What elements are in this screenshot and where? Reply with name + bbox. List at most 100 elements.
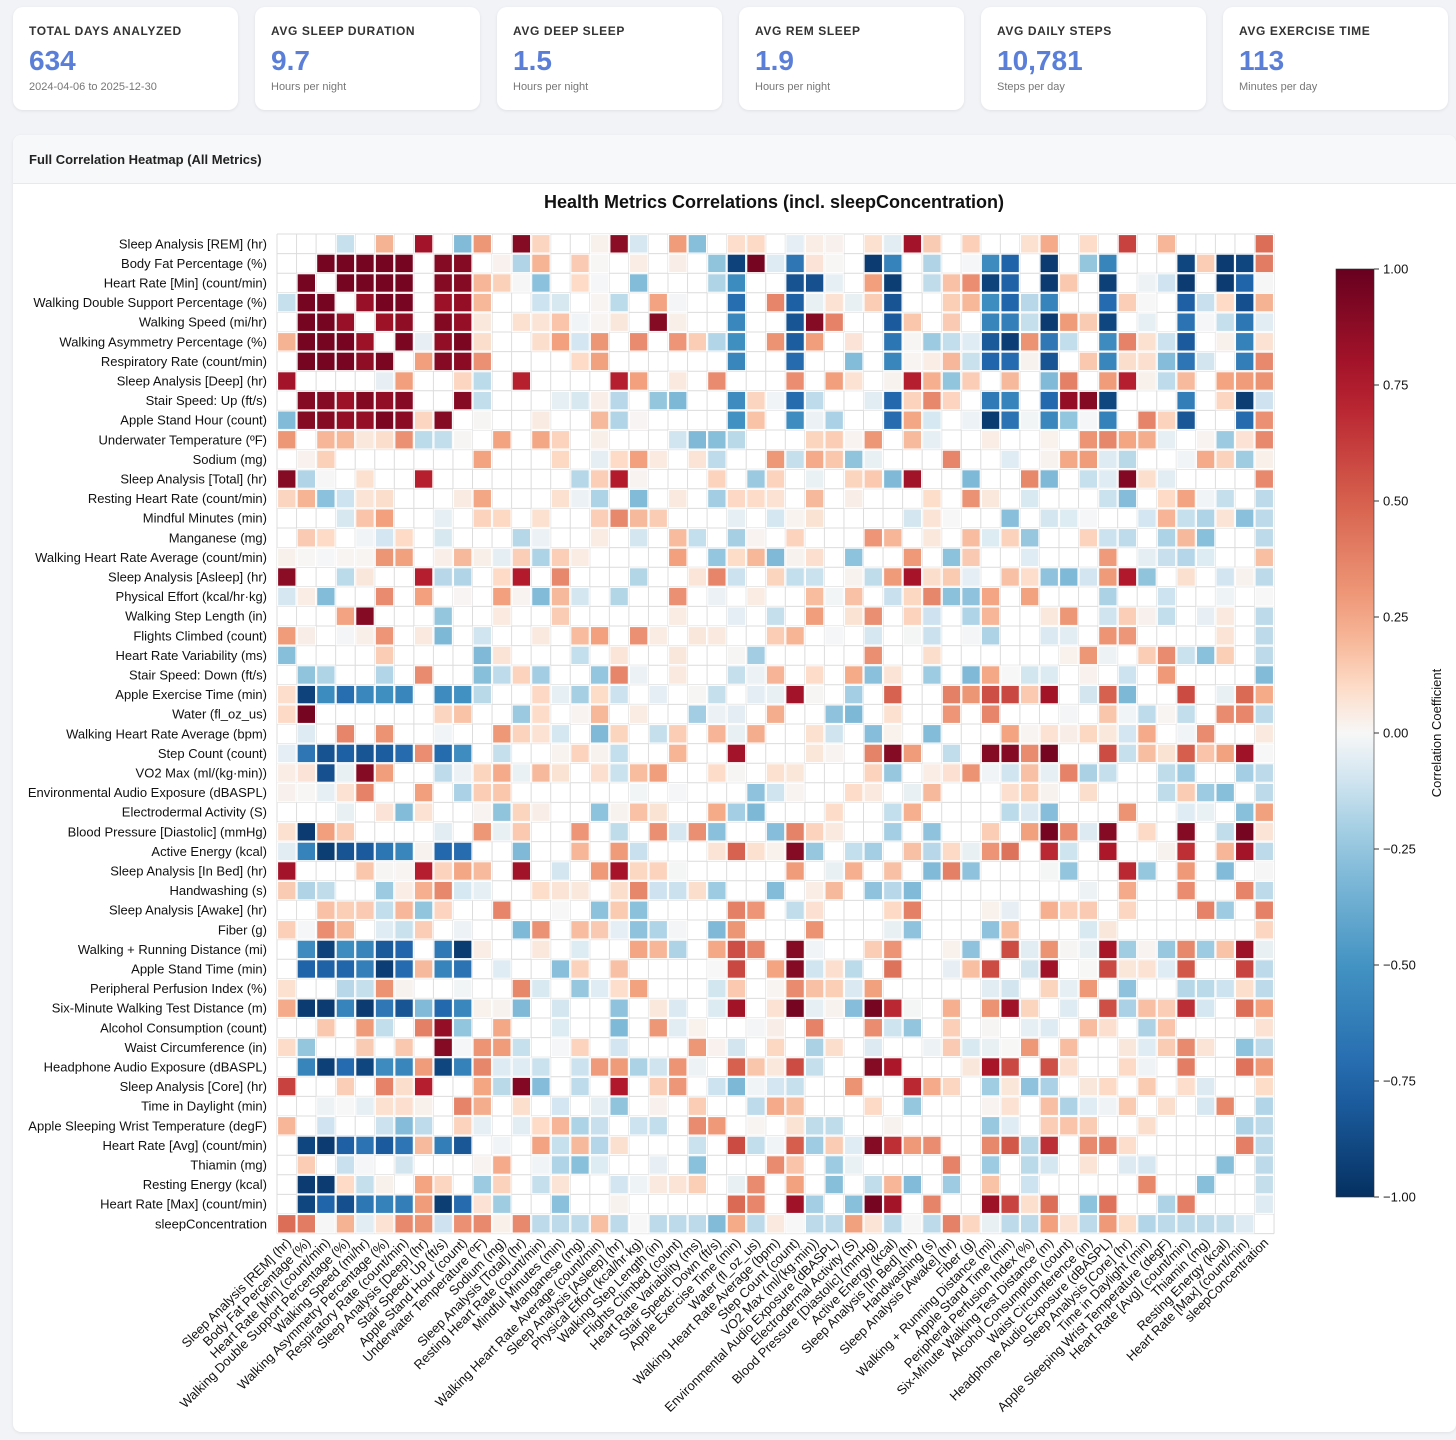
heatmap-cell bbox=[1176, 292, 1196, 313]
heatmap-cell bbox=[570, 880, 590, 901]
card-subtitle: Steps per day bbox=[997, 81, 1065, 93]
heatmap-cell bbox=[1039, 508, 1059, 528]
heatmap-cell bbox=[335, 978, 356, 999]
heatmap-cell bbox=[335, 234, 356, 254]
heatmap-cell bbox=[1059, 1116, 1079, 1136]
colorbar-tick-label: −0.75 bbox=[1383, 1074, 1416, 1089]
heatmap-cell bbox=[844, 861, 864, 881]
heatmap-cell bbox=[883, 1135, 903, 1156]
heatmap-cell bbox=[1000, 763, 1020, 783]
heatmap-cell bbox=[374, 665, 395, 685]
heatmap-cell bbox=[453, 763, 473, 783]
heatmap-cell bbox=[883, 273, 903, 293]
heatmap-cell bbox=[629, 332, 649, 352]
heatmap-cell bbox=[1039, 724, 1059, 744]
heatmap-cell bbox=[746, 1076, 766, 1097]
heatmap-cell bbox=[1000, 1214, 1020, 1234]
heatmap-cell bbox=[335, 626, 356, 646]
heatmap-cell bbox=[941, 1076, 962, 1097]
heatmap-cell bbox=[472, 1194, 492, 1214]
heatmap-cell bbox=[531, 410, 551, 430]
heatmap-cell bbox=[335, 782, 356, 803]
heatmap-cell bbox=[550, 547, 571, 568]
heatmap-cell bbox=[570, 822, 590, 842]
heatmap-cell bbox=[922, 665, 942, 685]
heatmap-cell bbox=[1117, 1155, 1138, 1175]
heatmap-cell bbox=[765, 1037, 786, 1058]
heatmap-cell bbox=[668, 606, 688, 626]
heatmap-cell bbox=[844, 665, 864, 685]
heatmap-cell bbox=[413, 1057, 434, 1077]
heatmap-cell bbox=[1215, 312, 1235, 332]
heatmap-cell bbox=[687, 1096, 708, 1116]
heatmap-cell bbox=[570, 332, 590, 352]
heatmap-cell bbox=[355, 1174, 375, 1195]
heatmap-cell bbox=[335, 1057, 356, 1077]
heatmap-cell bbox=[492, 743, 512, 764]
heatmap-cell bbox=[804, 978, 825, 999]
heatmap-cell bbox=[824, 626, 844, 646]
heatmap-cell bbox=[883, 292, 903, 313]
heatmap-cell bbox=[1137, 351, 1157, 372]
heatmap-cell bbox=[609, 1214, 629, 1234]
heatmap-cell bbox=[374, 763, 395, 783]
heatmap-cell bbox=[296, 684, 316, 705]
heatmap-cell bbox=[1137, 724, 1157, 744]
heatmap-cell bbox=[453, 1214, 473, 1234]
heatmap-cell bbox=[883, 586, 903, 607]
heatmap-cell bbox=[335, 547, 356, 568]
heatmap-cell bbox=[1254, 939, 1274, 960]
heatmap-cell bbox=[511, 1057, 532, 1077]
heatmap-cell bbox=[804, 880, 825, 901]
heatmap-cell bbox=[394, 410, 414, 430]
heatmap-cell bbox=[629, 449, 649, 470]
heatmap-cell bbox=[511, 724, 532, 744]
heatmap-cell bbox=[335, 1174, 356, 1195]
heatmap-cell bbox=[980, 1135, 1001, 1156]
heatmap-cell bbox=[1176, 273, 1196, 293]
heatmap-cell bbox=[1254, 959, 1274, 979]
heatmap-cell bbox=[433, 1018, 453, 1038]
heatmap-cell bbox=[335, 1214, 356, 1234]
heatmap-cell bbox=[1235, 959, 1255, 979]
card-avg-rem-sleep: AVG REM SLEEP 1.9 Hours per night bbox=[739, 7, 964, 110]
heatmap-cell bbox=[1117, 665, 1138, 685]
heatmap-cell bbox=[726, 998, 747, 1018]
heatmap-cell bbox=[589, 312, 610, 332]
heatmap-cell bbox=[570, 1076, 590, 1097]
heatmap-cell bbox=[1098, 1214, 1118, 1234]
heatmap-cell bbox=[824, 586, 844, 607]
heatmap-cell bbox=[765, 449, 786, 470]
heatmap-cell bbox=[296, 469, 316, 489]
heatmap-cell bbox=[922, 782, 942, 803]
heatmap-cell bbox=[863, 528, 883, 548]
heatmap-cell bbox=[1215, 449, 1235, 470]
heatmap-cell bbox=[1176, 684, 1196, 705]
heatmap-cell bbox=[374, 900, 395, 920]
heatmap-cell bbox=[609, 959, 629, 979]
heatmap-cell bbox=[296, 841, 316, 862]
heatmap-cell bbox=[1176, 1214, 1196, 1234]
heatmap-cell bbox=[1254, 469, 1274, 489]
heatmap-cell bbox=[961, 253, 981, 274]
heatmap-cell bbox=[902, 567, 923, 587]
heatmap-cell bbox=[902, 900, 923, 920]
heatmap-cell bbox=[1195, 802, 1216, 822]
heatmap-cell bbox=[355, 508, 375, 528]
heatmap-cell bbox=[707, 704, 727, 724]
row-label: Apple Exercise Time (min) bbox=[115, 687, 267, 702]
heatmap-cell bbox=[1156, 488, 1177, 509]
heatmap-cell bbox=[765, 567, 786, 587]
heatmap-cell bbox=[961, 234, 981, 254]
heatmap-cell bbox=[550, 488, 571, 509]
colorbar-tick-label: −0.50 bbox=[1383, 958, 1416, 973]
heatmap-cell bbox=[804, 822, 825, 842]
heatmap-cell bbox=[1020, 802, 1040, 822]
heatmap-cell bbox=[609, 1096, 629, 1116]
heatmap-cell bbox=[453, 1037, 473, 1058]
heatmap-cell bbox=[433, 1037, 453, 1058]
heatmap-cell bbox=[277, 469, 297, 489]
heatmap-cell bbox=[1039, 939, 1059, 960]
heatmap-cell bbox=[589, 861, 610, 881]
heatmap-cell bbox=[980, 1194, 1001, 1214]
